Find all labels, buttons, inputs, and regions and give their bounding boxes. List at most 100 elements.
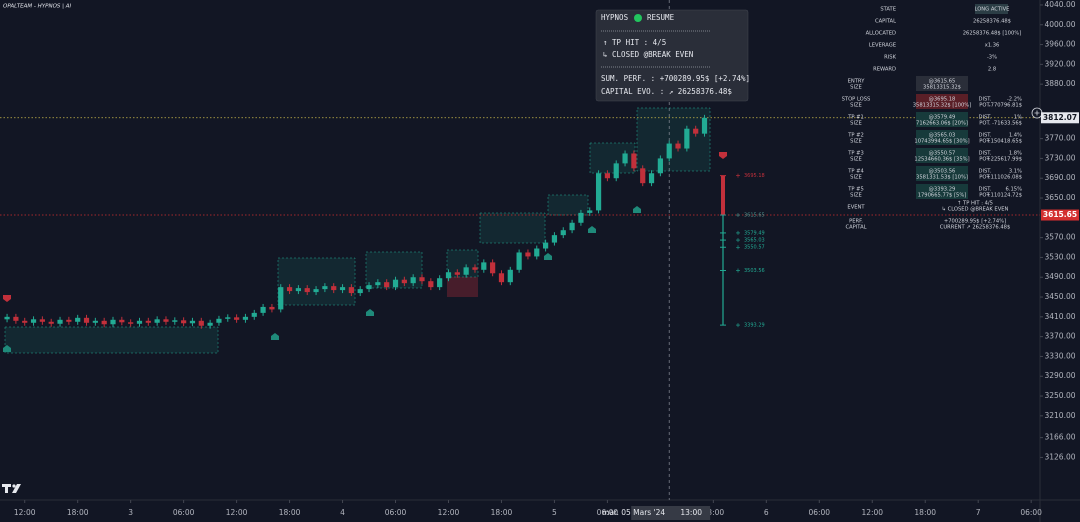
level-cross [736,238,740,243]
candle-body [428,281,434,288]
panel-label: TP #2 [847,133,864,139]
panel-label: TP #4 [847,169,864,175]
x-tick-label: 18:00 [491,508,513,517]
panel-value: 26258376.48$ [100%] [963,31,1021,37]
candle-body [622,153,628,164]
y-tick-label: 4040.00 [1044,0,1075,9]
level-label: 3615.65 [744,213,765,219]
zone [479,212,546,244]
candle-body [384,282,390,288]
candle-body [136,320,143,324]
panel-value-box [916,166,968,181]
long-signal [3,345,11,352]
panel-sublabel: CAPITAL [845,225,866,231]
panel-value-box [916,112,968,127]
panel-label: STATE [880,7,896,13]
stop-bar [721,175,725,216]
add-button[interactable] [1031,107,1043,119]
panel-pot: -71633.56$ [992,121,1022,127]
panel-pot: +111026.08$ [986,175,1022,181]
candle-body [543,242,549,249]
y-tick-label: 3126.00 [1044,452,1075,461]
panel-value-box [916,184,968,199]
long-signal [366,309,374,316]
candle-body [516,252,522,270]
candle-body [392,279,399,288]
x-tick-label: 4 [340,508,345,517]
panel-value: @3695.18 [929,97,956,103]
candle-body [401,279,407,284]
panel-label: PERF. [849,219,863,225]
y-tick-label: 3530.00 [1044,252,1075,261]
candle-body [454,272,460,275]
candle-body [693,128,699,134]
x-tick-label: 12:00 [438,508,460,517]
candle-body [604,173,611,179]
y-tick-label: 3770.00 [1044,134,1075,143]
panel-value-box [916,76,968,91]
panel-sublabel: SIZE [850,157,862,163]
candle-body [39,319,45,322]
candle-body [242,316,249,320]
tooltip-event: ↑ TP HIT : 4/5 [603,38,666,47]
x-tick-label: 06:00 [1020,508,1042,517]
state-box [975,4,1008,14]
panel-label: ENTRY [848,79,866,85]
y-tick-label: 3290.00 [1044,371,1075,380]
panel-pot: +225617.99$ [986,157,1022,163]
candle-body [57,319,63,324]
tv-logo [2,484,21,493]
level-label: 3695.18 [744,173,765,179]
short-signal [3,295,11,302]
zone [447,277,478,297]
panel-pot: +150418.65$ [986,139,1022,145]
panel-dist-label: DIST. [978,187,991,193]
candle-body [145,320,151,323]
candle-body [472,267,478,270]
panel-dist-label: DIST. [978,115,991,121]
tooltip-status: RESUME [647,13,675,22]
level-cross [736,213,740,218]
candle-body [587,210,593,213]
tooltip-event: ↳ CLOSED @BREAK EVEN [603,50,693,59]
panel-event: ↑ TP HIT : 4/5 [957,201,993,207]
candle-body [92,320,98,323]
y-tick-label: 3450.00 [1044,292,1075,301]
panel-label: STOP LOSS [842,97,871,103]
crosshair-date: mar. 05 Mars '24 [602,508,665,517]
panel-label: TP #3 [847,151,864,157]
panel-value-box [916,130,968,145]
panel-subvalue: 3581331.53$ [10%] [916,175,968,181]
panel-dist-label: DIST. [978,169,991,175]
panel-value: -3% [987,55,997,61]
logo-shape [12,484,21,493]
panel-value: @3565.03 [929,133,956,139]
panel-dist: 3.1% [1009,169,1022,175]
candle-body [110,319,116,325]
panel-pot-label: POT. [979,121,991,127]
candle-body [613,163,619,179]
short-signal [719,152,727,159]
level-label: 3550.57 [744,245,765,251]
panel-sublabel: SIZE [850,103,862,109]
level-cross [736,323,740,328]
panel-pot-label: POT. [979,175,991,181]
level-cross [736,245,740,250]
panel-value: @3550.57 [929,151,956,157]
x-tick-label: 06:00 [173,508,195,517]
candle-body [578,212,584,223]
panel-pot: +110124.72$ [986,193,1022,199]
candle-body [304,288,310,293]
price-label-box [1041,112,1079,124]
panel-value: 26258376.48$ [973,19,1011,25]
panel-value: @3615.65 [929,79,956,85]
x-tick-label: 18:00 [67,508,89,517]
candle-body [234,317,240,320]
candle-body [666,143,672,159]
panel-label: CAPITAL [875,19,896,25]
candle-body [525,252,531,257]
y-tick-label: 3490.00 [1044,272,1075,281]
y-tick-label: 3880.00 [1044,79,1075,88]
x-tick-label: 06:00 [597,508,619,517]
